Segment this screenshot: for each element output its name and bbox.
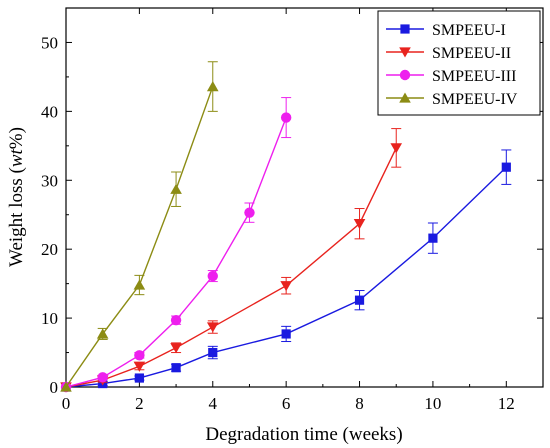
x-tick-label: 10 (424, 394, 441, 413)
series-line (65, 147, 397, 388)
legend-marker (399, 92, 411, 103)
data-point (208, 347, 218, 358)
data-point (206, 322, 219, 333)
y-tick-label: 10 (41, 309, 58, 328)
series-layer (60, 61, 512, 393)
y-tick-label: 30 (41, 171, 58, 190)
x-tick-label: 6 (282, 394, 291, 413)
data-point (97, 372, 108, 383)
data-point (60, 381, 72, 392)
y-tick-label: 0 (50, 378, 59, 397)
data-point (280, 281, 292, 292)
y-tick-label: 40 (41, 102, 58, 121)
data-point (353, 219, 366, 230)
data-point (428, 233, 438, 243)
y-tick-label: 20 (41, 240, 58, 259)
legend-label: SMPEEU-I (432, 22, 506, 39)
data-point (133, 361, 146, 372)
data-point (170, 343, 182, 354)
data-point (244, 207, 255, 218)
data-point (354, 295, 365, 305)
legend-label: SMPEEU-III (432, 68, 516, 85)
series-line (65, 86, 214, 388)
series-smpeeu-iii (60, 97, 292, 393)
plot-frame (65, 7, 544, 388)
legend-marker (400, 24, 410, 34)
data-point (280, 112, 292, 123)
data-point (206, 81, 219, 92)
y-axis-label-end: %) (6, 127, 27, 149)
x-tick-label: 4 (209, 394, 218, 413)
x-axis-label: Degradation time (weeks) (205, 424, 402, 445)
data-point (390, 143, 403, 154)
x-tick-label: 2 (135, 394, 144, 413)
data-point (96, 328, 109, 339)
data-point (501, 162, 511, 172)
data-point (133, 279, 146, 290)
data-point (134, 350, 145, 361)
data-point (171, 363, 181, 373)
y-axis-label: Weight loss (wt%) (6, 127, 27, 267)
data-point (170, 183, 182, 194)
x-tick-label: 0 (62, 394, 71, 413)
y-axis-label-italic: wt (6, 148, 27, 167)
legend-label: SMPEEU-IV (432, 91, 518, 108)
data-point (134, 373, 144, 383)
legend: SMPEEU-I SMPEEU-II SMPEEU-III SMPEEU-IV (377, 10, 541, 116)
axis-ticks: 0 2 4 6 8 10 12 0 10 20 30 40 50 (41, 8, 543, 413)
series-smpeeu-ii (60, 128, 403, 393)
series-smpeeu-iv (60, 61, 219, 392)
data-point (207, 270, 218, 282)
series-smpeeu-i (61, 149, 512, 392)
legend-label: SMPEEU-II (432, 45, 511, 62)
legend-marker (399, 47, 411, 58)
x-tick-label: 8 (355, 394, 364, 413)
x-tick-label: 12 (498, 394, 515, 413)
legend-marker (399, 69, 411, 81)
y-tick-label: 50 (41, 33, 58, 52)
data-point (170, 314, 182, 326)
y-axis-label-main: Weight loss ( (6, 167, 27, 267)
data-point (281, 329, 291, 339)
